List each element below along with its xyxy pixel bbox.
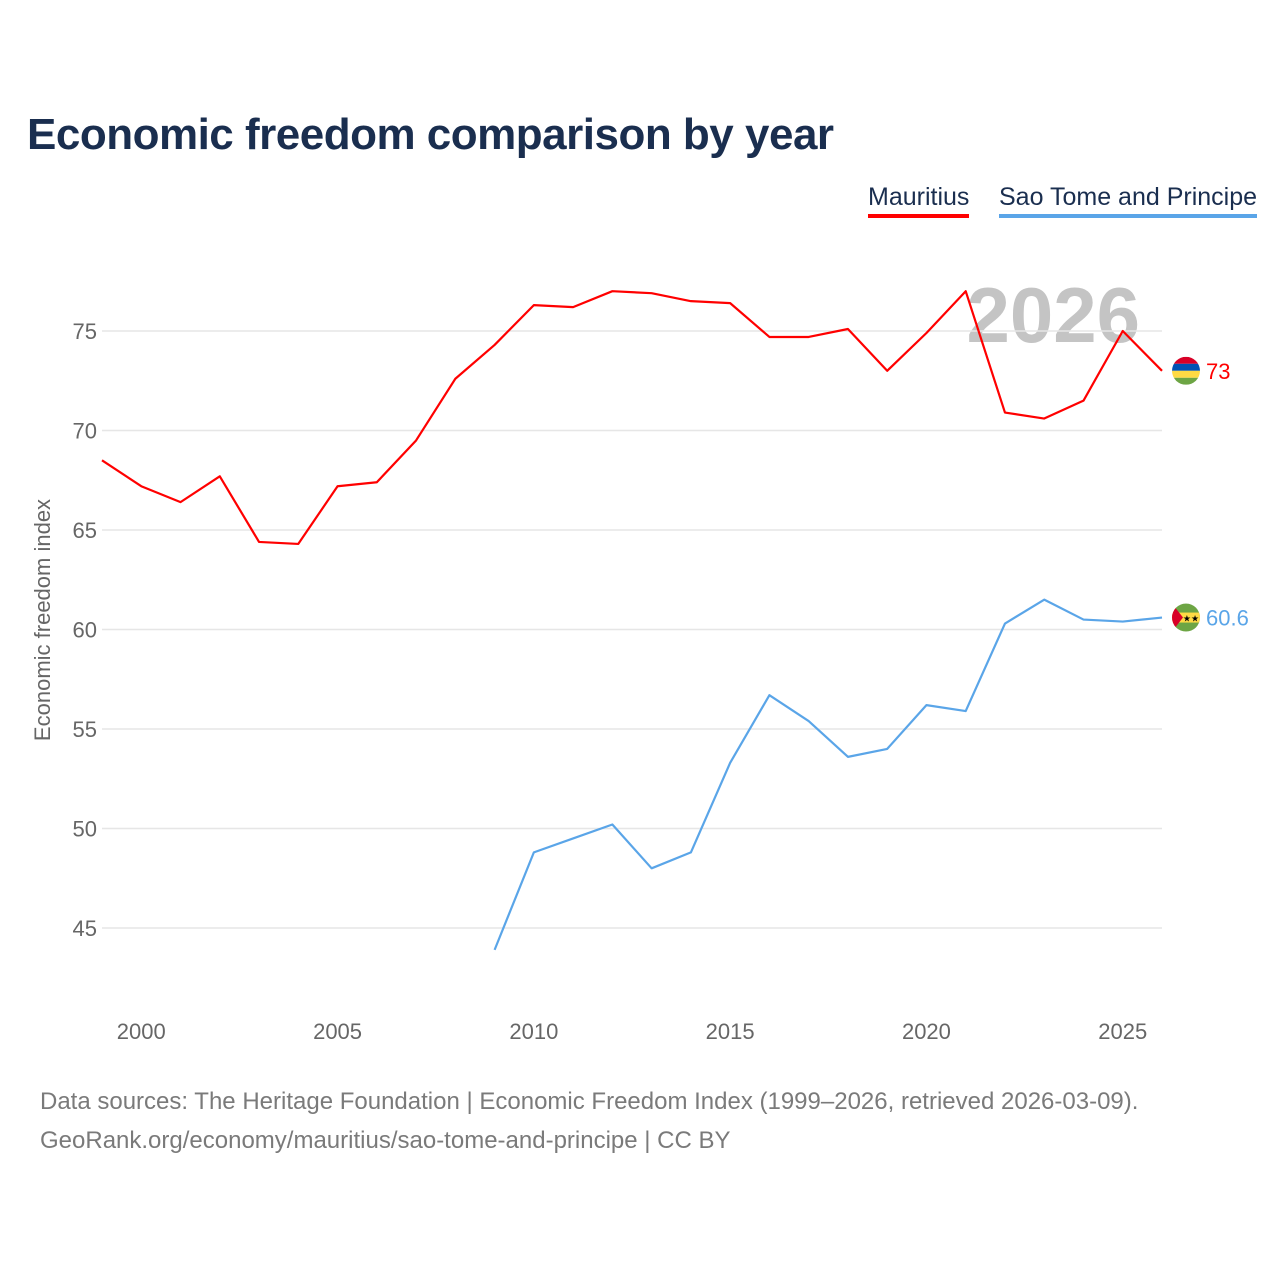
y-tick-label: 50 (73, 817, 97, 842)
footer-url: GeoRank.org/economy/mauritius/sao-tome-a… (40, 1127, 731, 1154)
year-watermark: 2026 (966, 271, 1140, 359)
y-tick-label: 55 (73, 717, 97, 742)
series-line-mauritius (101, 290, 1163, 546)
legend-mauritius[interactable]: Mauritius (868, 183, 970, 218)
footer-sources: Data sources: The Heritage Foundation | … (40, 1088, 1139, 1115)
end-value-label: 60.6 (1206, 606, 1249, 631)
series-line-sao-tome (493, 598, 1163, 951)
x-tick-label: 2020 (902, 1019, 951, 1044)
y-tick-label: 60 (73, 618, 97, 643)
y-axis-label: Economic freedom index (30, 499, 55, 741)
y-tick-label: 70 (73, 419, 97, 444)
x-tick-label: 2000 (117, 1019, 166, 1044)
chart-title: Economic freedom comparison by year (27, 110, 834, 159)
y-tick-label: 45 (73, 916, 97, 941)
mauritius-flag-icon (1172, 356, 1200, 385)
x-tick-label: 2010 (509, 1019, 558, 1044)
end-value-label: 73 (1206, 359, 1230, 384)
y-tick-label: 65 (73, 518, 97, 543)
svg-text:★★: ★★ (1183, 614, 1199, 624)
legend-sao-tome-and-principe[interactable]: Sao Tome and Principe (999, 183, 1258, 218)
x-tick-label: 2015 (706, 1019, 755, 1044)
sao-tome-flag-icon: ★★ (1172, 603, 1200, 632)
x-tick-label: 2005 (313, 1019, 362, 1044)
x-tick-label: 2025 (1098, 1019, 1147, 1044)
y-tick-label: 75 (73, 319, 97, 344)
